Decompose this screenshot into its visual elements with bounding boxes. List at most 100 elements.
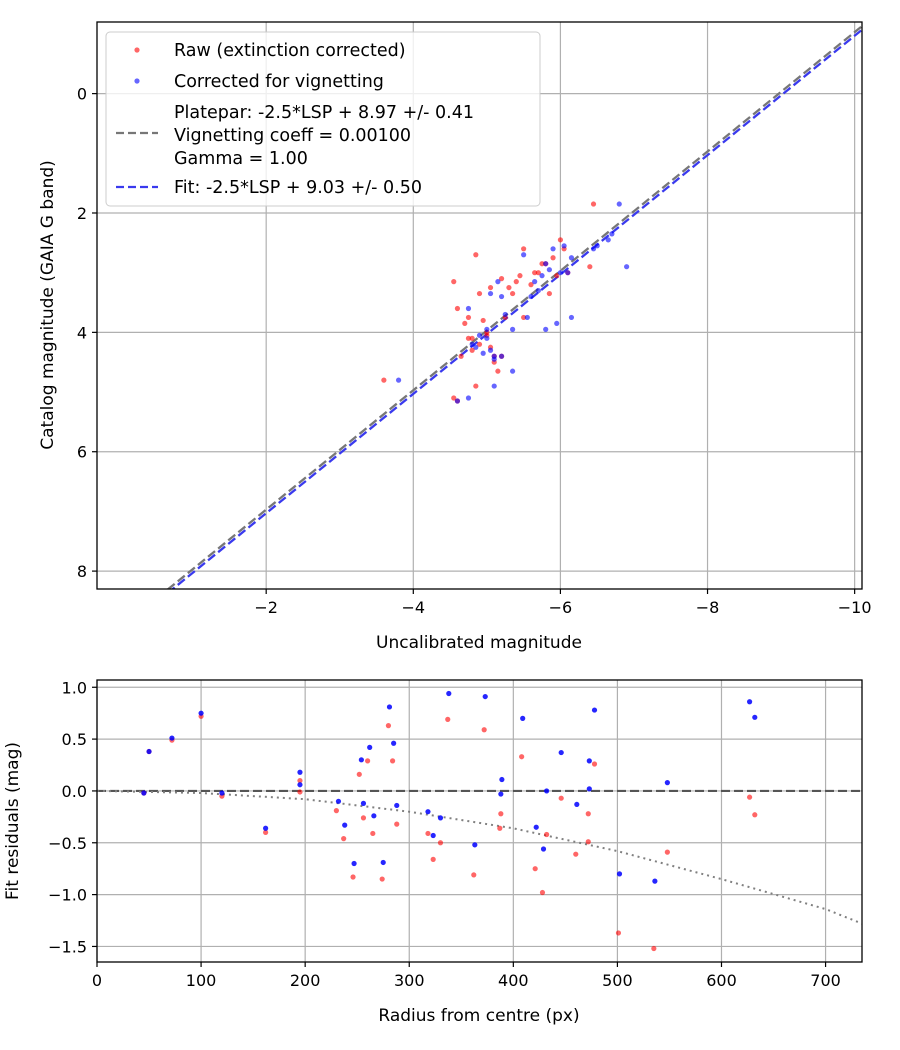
corrected-point [484,335,490,341]
bottom-y-tick-label: 0.5 [62,730,87,749]
corrected-residual-point [219,790,225,796]
corrected-residual-point [446,690,452,697]
bottom-x-tick-label: 0 [92,971,102,990]
corrected-residual-point [297,782,303,788]
raw-residual-point [471,872,477,878]
legend-marker-raw [134,47,140,53]
corrected-point [510,326,516,332]
top-plot-frame [96,21,863,590]
corrected-point [550,246,556,252]
corrected-residual-point [437,815,444,821]
raw-point [521,314,527,321]
raw-point [535,270,541,276]
corrected-point [476,332,483,338]
corrected-residual-point [198,710,204,716]
raw-residual-point [437,840,444,846]
bottom-x-tick-label: 500 [602,971,633,990]
corrected-residual-point [652,878,658,884]
raw-residual-point [481,727,487,733]
raw-residual-point [585,811,591,817]
corrected-residual-point [367,744,373,750]
corrected-point [535,287,541,294]
raw-point [462,320,468,327]
raw-residual-point [445,716,451,722]
raw-point [451,279,457,285]
legend-marker-corrected [134,78,140,84]
corrected-residual-point [351,860,357,867]
corrected-residual-point [499,776,505,783]
raw-residual-point [425,830,431,837]
legend-platepar-line: Vignetting coeff = 0.00100 [174,126,411,146]
bottom-y-tick-label: 0.0 [62,782,87,801]
legend-platepar-line: Platepar: -2.5*LSP + 8.97 +/- 0.41 [174,103,474,123]
corrected-point [465,395,472,401]
raw-residual-point [664,849,670,855]
raw-residual-point [573,851,579,857]
raw-residual-point [497,825,503,831]
corrected-residual-point [394,802,400,809]
corrected-point [539,273,545,279]
raw-point [458,353,464,359]
bottom-x-tick-label: 100 [186,971,217,990]
corrected-point [495,279,501,285]
raw-point [498,276,505,282]
corrected-point [616,201,622,207]
corrected-point [395,377,402,383]
raw-point [532,270,538,276]
raw-residual-point [356,771,362,777]
corrected-point [491,356,497,362]
raw-residual-point [746,794,753,800]
platepar-fit-line [166,25,862,589]
bottom-scatter-points [141,690,758,952]
top-axis-ticks: −2 −4 −6 −8 −10 0 2 4 6 8 [77,85,872,617]
raw-point [546,290,552,297]
bottom-x-tick-label: 200 [290,971,321,990]
raw-residual-point [360,815,367,821]
raw-point [465,335,472,341]
corrected-point [528,293,534,300]
raw-point [528,282,534,288]
corrected-point [546,267,552,273]
corrected-residual-point [586,786,592,792]
corrected-residual-point [752,714,758,720]
raw-residual-point [379,876,385,882]
legend-label-corrected: Corrected for vignetting [174,72,384,92]
top-y-tick-label: 4 [77,323,87,342]
raw-point [587,264,593,270]
legend-platepar-line: Gamma = 1.00 [174,149,308,169]
corrected-point [557,270,564,276]
bottom-y-tick-label: −1.0 [48,886,87,905]
top-scatter-points [381,201,630,404]
corrected-residual-point [391,740,397,746]
legend-label-raw: Raw (extinction corrected) [174,41,406,61]
raw-point [550,255,556,261]
corrected-point [543,326,549,332]
top-y-tick-label: 2 [77,204,87,223]
corrected-point [487,290,494,297]
corrected-residual-point [482,693,488,700]
corrected-residual-point [540,846,547,852]
raw-residual-point [297,789,303,795]
corrected-residual-point [591,707,598,713]
raw-residual-point [544,831,550,838]
raw-residual-point [519,754,525,760]
corrected-residual-point [558,749,564,756]
corrected-point [543,261,549,267]
raw-residual-point [370,830,376,837]
corrected-point [590,246,597,252]
top-x-tick-label: −6 [549,598,573,617]
bottom-plot-frame [96,679,863,963]
corrected-residual-point [544,788,550,794]
corrected-residual-point [146,748,152,755]
corrected-point [469,341,475,347]
raw-point [590,201,597,207]
bottom-y-axis-label: Fit residuals (mag) [3,742,23,900]
corrected-residual-point [297,769,303,775]
raw-residual-point [333,808,339,814]
corrected-point [502,311,508,318]
raw-point [554,273,560,279]
corrected-residual-point [380,859,386,866]
corrected-residual-point [371,813,377,819]
